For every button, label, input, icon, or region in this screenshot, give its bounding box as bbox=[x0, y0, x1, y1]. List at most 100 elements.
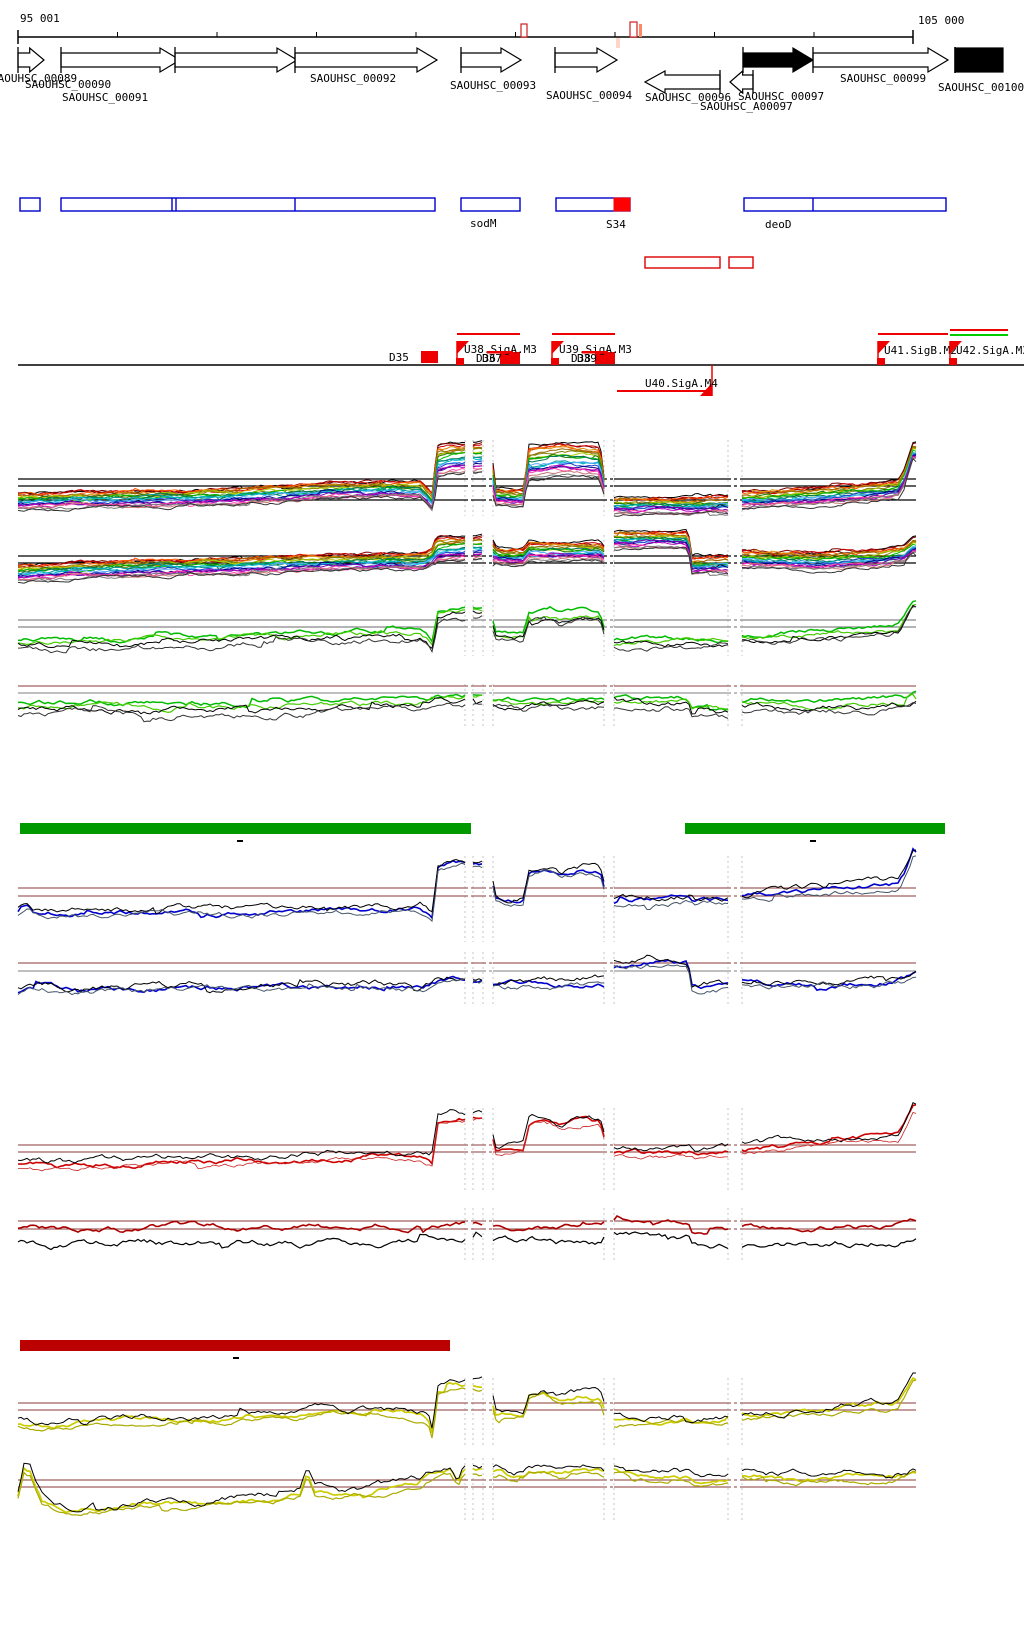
expression-line bbox=[17, 551, 466, 576]
gene-SAOUHSC_00092[interactable]: SAOUHSC_00092 bbox=[294, 46, 439, 85]
tu-box-rect[interactable] bbox=[19, 197, 41, 212]
expression-line bbox=[613, 706, 729, 719]
tu-box[interactable] bbox=[60, 197, 436, 212]
expression-line bbox=[741, 543, 917, 562]
expression-line bbox=[741, 606, 917, 645]
expression-line bbox=[492, 558, 605, 568]
expression-line bbox=[741, 1470, 917, 1487]
expression-line bbox=[472, 555, 483, 560]
flag-icon[interactable] bbox=[878, 341, 890, 354]
terminator-box[interactable] bbox=[595, 352, 615, 364]
expression-line bbox=[17, 553, 466, 579]
gene-arrow[interactable] bbox=[294, 46, 439, 74]
expression-line bbox=[472, 452, 483, 455]
promoter-U42.SigA.M3[interactable]: U42.SigA.M3 bbox=[949, 329, 1024, 365]
segment-bar[interactable] bbox=[20, 823, 471, 842]
ruler-marker bbox=[629, 21, 638, 38]
promoter-U40.SigA.M4[interactable]: U40.SigA.M4 bbox=[617, 365, 718, 396]
expression-line bbox=[613, 964, 729, 995]
expression-line bbox=[472, 457, 483, 461]
expression-line bbox=[741, 970, 917, 992]
expression-line bbox=[472, 551, 482, 554]
gene-feature[interactable] bbox=[742, 46, 815, 74]
plot-track-condition-blue-minus bbox=[17, 952, 917, 1006]
expression-line bbox=[741, 690, 917, 703]
expression-line bbox=[17, 444, 466, 497]
expression-line bbox=[613, 510, 729, 517]
gene-SAOUHSC_00099[interactable]: SAOUHSC_00099 bbox=[812, 46, 950, 85]
gene-arrow[interactable] bbox=[729, 69, 754, 95]
gene-SAOUHSC_00090[interactable]: SAOUHSC_00090 bbox=[25, 46, 182, 91]
expression-line bbox=[613, 642, 729, 652]
predicted-tu-box[interactable] bbox=[644, 256, 721, 269]
predicted-tu-box[interactable] bbox=[728, 256, 754, 269]
expression-line bbox=[492, 974, 605, 987]
expression-line bbox=[472, 442, 483, 446]
gene-SAOUHSC_00094[interactable]: SAOUHSC_00094 bbox=[546, 46, 632, 102]
expression-line bbox=[741, 1218, 917, 1233]
expression-line bbox=[613, 1153, 728, 1160]
expression-line bbox=[741, 847, 917, 897]
expression-line bbox=[492, 446, 605, 495]
gene-arrow[interactable] bbox=[174, 46, 299, 74]
expression-line bbox=[741, 1379, 917, 1421]
expression-line bbox=[472, 694, 483, 698]
expression-line bbox=[492, 699, 605, 711]
segment-bar[interactable] bbox=[20, 1340, 450, 1359]
tu-box-rect[interactable] bbox=[460, 197, 521, 212]
gene-SAOUHSC_00096[interactable]: SAOUHSC_00096 bbox=[643, 69, 731, 104]
tu-box[interactable] bbox=[19, 197, 41, 212]
segment-bar-rect[interactable] bbox=[20, 1340, 450, 1351]
tu-box-S34[interactable]: S34 bbox=[555, 197, 631, 231]
expression-line bbox=[741, 1468, 917, 1479]
expression-line bbox=[492, 553, 605, 562]
gene-arrow[interactable] bbox=[554, 46, 619, 74]
expression-line bbox=[472, 456, 483, 459]
expression-line bbox=[742, 457, 917, 508]
coordinate-ruler: 95 001 105 000 bbox=[17, 12, 964, 48]
flag-icon[interactable] bbox=[950, 341, 962, 354]
flag-icon[interactable] bbox=[457, 341, 469, 354]
terminator-box[interactable] bbox=[500, 352, 520, 364]
expression-line bbox=[17, 1387, 466, 1439]
expression-line bbox=[613, 492, 729, 500]
expression-line bbox=[472, 862, 483, 866]
tu-box-rect[interactable] bbox=[743, 197, 947, 212]
expression-line bbox=[472, 980, 483, 984]
expression-line bbox=[17, 559, 466, 584]
gene-label: SAOUHSC_00094 bbox=[546, 89, 632, 102]
terminator-box[interactable] bbox=[421, 351, 438, 363]
gene-arrow[interactable] bbox=[643, 69, 721, 95]
tu-box-deoD[interactable]: deoD bbox=[743, 197, 947, 231]
expression-line bbox=[741, 447, 917, 495]
gene-SAOUHSC_00100[interactable]: SAOUHSC_00100 bbox=[938, 47, 1024, 94]
gene-arrow[interactable] bbox=[60, 46, 182, 74]
gene-SAOUHSC_00097[interactable]: SAOUHSC_00097 bbox=[729, 69, 824, 103]
expression-line bbox=[492, 617, 605, 640]
gene-SAOUHSC_00089[interactable]: SAOUHSC_00089 bbox=[0, 46, 77, 85]
gene-label: SAOUHSC_00092 bbox=[310, 72, 396, 85]
segment-bar-rect[interactable] bbox=[20, 823, 471, 834]
gene-arrow[interactable] bbox=[460, 46, 523, 74]
expression-line bbox=[613, 505, 729, 512]
gene-SAOUHSC_00091[interactable]: SAOUHSC_00091 bbox=[62, 46, 299, 104]
segment-bar-rect[interactable] bbox=[685, 823, 945, 834]
promoter-U41.SigB.M2[interactable]: U41.SigB.M2 bbox=[877, 333, 957, 365]
segment-bar[interactable] bbox=[685, 823, 945, 842]
expression-line bbox=[742, 604, 917, 644]
tu-label: sodM bbox=[470, 217, 497, 230]
gene-arrow[interactable] bbox=[17, 46, 45, 74]
gene-arrow[interactable] bbox=[812, 46, 950, 74]
expression-line bbox=[17, 1379, 466, 1429]
tu-box-rect[interactable] bbox=[60, 197, 436, 212]
gene-SAOUHSC_00093[interactable]: SAOUHSC_00093 bbox=[450, 46, 536, 92]
flag-icon[interactable] bbox=[700, 383, 712, 396]
gene-arrow[interactable] bbox=[742, 46, 815, 74]
flag-icon[interactable] bbox=[552, 341, 564, 354]
tu-box-sodM[interactable]: sodM bbox=[460, 197, 521, 230]
gene-body[interactable] bbox=[954, 47, 1004, 73]
gene-label: SAOUHSC_00097 bbox=[738, 90, 824, 103]
segment-bars bbox=[20, 823, 945, 1359]
